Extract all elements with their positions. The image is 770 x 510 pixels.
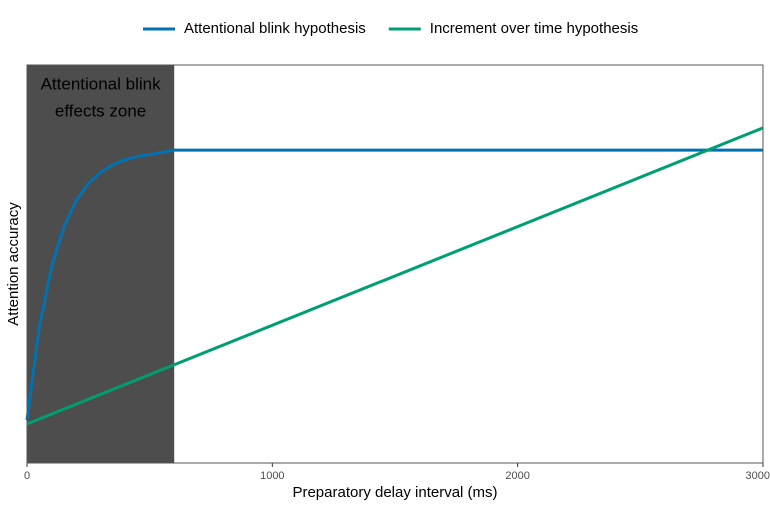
- legend-label: Attentional blink hypothesis: [184, 20, 366, 37]
- x-axis-label: Preparatory delay interval (ms): [292, 484, 497, 501]
- legend-label: Increment over time hypothesis: [430, 20, 638, 37]
- series-line: [26, 126, 764, 426]
- x-tick-label: 2000: [505, 470, 529, 482]
- y-axis-label: Attention accuracy: [5, 202, 22, 326]
- x-tick-label: 0: [24, 470, 30, 482]
- shaded-zone: [27, 65, 175, 463]
- zone-label: Attentional blink: [41, 74, 162, 93]
- series-line: [25, 148, 763, 421]
- panel-border: [26, 64, 764, 464]
- zone-label: effects zone: [55, 101, 146, 120]
- x-tick-label: 3000: [746, 470, 770, 482]
- x-tick-label: 1000: [260, 470, 284, 482]
